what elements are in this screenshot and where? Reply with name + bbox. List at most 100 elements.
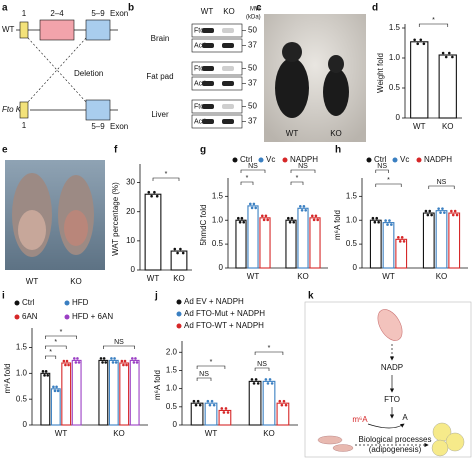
data-dot xyxy=(132,361,136,364)
data-dot xyxy=(222,411,226,414)
panel-letter: d xyxy=(372,3,378,14)
significance-bracket xyxy=(254,351,284,355)
data-dot xyxy=(290,216,294,220)
data-dot xyxy=(196,399,200,403)
photo-c: WT KO xyxy=(264,14,366,142)
data-dot xyxy=(254,206,257,210)
bar xyxy=(190,402,204,426)
y-axis-label: 5hmdC fold xyxy=(199,205,208,246)
band-label: Actin xyxy=(194,118,210,125)
legend-label: 6AN xyxy=(22,312,38,321)
y-tick-label: 0 xyxy=(219,263,224,272)
significance-bracket xyxy=(45,345,67,349)
x-tick-label: KO xyxy=(173,274,185,283)
significance-bracket xyxy=(196,365,226,369)
data-dot xyxy=(451,213,455,217)
data-dot xyxy=(264,214,268,218)
ko-label: Fto KO xyxy=(2,105,27,114)
node-label: Biological processes xyxy=(359,435,432,444)
data-dot xyxy=(455,213,459,217)
data-dot xyxy=(210,399,214,403)
data-dot xyxy=(426,213,430,217)
data-dot xyxy=(52,385,55,389)
deletion-label: Deletion xyxy=(74,69,103,78)
exon-label: Exon xyxy=(110,122,128,131)
mw-marker: 50 xyxy=(248,26,257,35)
significance-label: * xyxy=(49,349,52,356)
legend-label: Ad EV + NADPH xyxy=(184,297,244,306)
legend-marker xyxy=(258,157,264,163)
data-dot xyxy=(123,359,127,363)
data-dot xyxy=(280,403,284,407)
data-dot xyxy=(451,55,454,59)
mouse xyxy=(323,68,349,116)
significance-label: NS xyxy=(199,371,209,378)
mw-label: MW xyxy=(250,7,261,13)
bar xyxy=(50,388,61,426)
data-dot xyxy=(212,403,216,407)
data-dot xyxy=(102,357,106,360)
band-label: Actin xyxy=(194,80,210,87)
y-tick-label: 0.5 xyxy=(166,402,178,411)
dissection xyxy=(64,210,88,246)
bar xyxy=(369,219,382,269)
band xyxy=(222,104,234,109)
x-tick-label: KO xyxy=(113,429,125,438)
data-dot xyxy=(120,359,124,363)
data-dot xyxy=(198,403,202,407)
data-dot xyxy=(125,363,128,367)
data-dot xyxy=(252,202,256,206)
data-dot xyxy=(312,218,316,222)
panel-letter: g xyxy=(200,145,206,156)
data-dot xyxy=(147,190,151,194)
data-dot xyxy=(266,382,270,385)
band-label: Fto xyxy=(194,103,204,110)
exon-5-9 xyxy=(85,99,111,121)
legend-marker xyxy=(416,157,422,163)
data-dot xyxy=(268,378,272,381)
panel-letter: e xyxy=(2,145,8,156)
data-dot xyxy=(384,219,387,222)
bar xyxy=(382,222,395,269)
legend-label: HFD + 6AN xyxy=(72,312,113,321)
data-dot xyxy=(373,220,377,224)
legend-marker xyxy=(366,157,372,163)
data-dot xyxy=(441,51,445,55)
significance-label: * xyxy=(246,175,249,182)
adipocyte xyxy=(445,432,465,452)
pathway-diagram: NADP FTO m⁶A A Biological processes (adi… xyxy=(304,301,472,458)
data-dot xyxy=(224,407,228,410)
data-dot xyxy=(397,236,400,239)
y-tick-label: 1.0 xyxy=(166,384,178,393)
tissue-label: Liver xyxy=(151,110,169,119)
data-dot xyxy=(64,363,67,367)
significance-bracket xyxy=(418,23,449,27)
significance-label: * xyxy=(54,339,57,346)
y-tick-label: 0 xyxy=(396,113,401,122)
panel-letter: c xyxy=(256,3,262,14)
y-tick-label: 20 xyxy=(126,207,135,216)
y-tick-label: 1.0 xyxy=(16,368,28,377)
data-dot xyxy=(371,216,375,220)
y-tick-label: 30 xyxy=(126,178,135,187)
significance-bracket xyxy=(428,185,455,189)
mw-label: (kDa) xyxy=(246,15,261,21)
data-dot xyxy=(43,374,46,377)
data-dot xyxy=(402,240,406,243)
panel-letter: b xyxy=(128,3,134,14)
bar xyxy=(235,219,247,269)
exon-number: 1 xyxy=(22,9,27,18)
data-dot xyxy=(114,361,118,364)
bar xyxy=(248,380,262,426)
exon-label: Exon xyxy=(110,9,128,18)
data-dot xyxy=(419,38,423,42)
data-dot xyxy=(316,218,320,222)
bar xyxy=(395,238,408,269)
legend-marker xyxy=(282,157,288,163)
bar xyxy=(129,359,140,426)
significance-label: NS xyxy=(114,339,124,346)
panel-border xyxy=(304,301,472,458)
data-dot xyxy=(453,209,457,213)
data-dot xyxy=(302,204,306,208)
y-tick-label: 0.5 xyxy=(389,83,401,92)
